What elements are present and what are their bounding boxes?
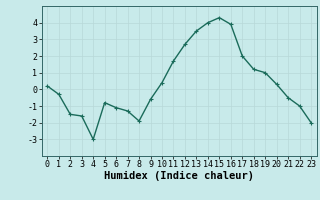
X-axis label: Humidex (Indice chaleur): Humidex (Indice chaleur) [104, 171, 254, 181]
